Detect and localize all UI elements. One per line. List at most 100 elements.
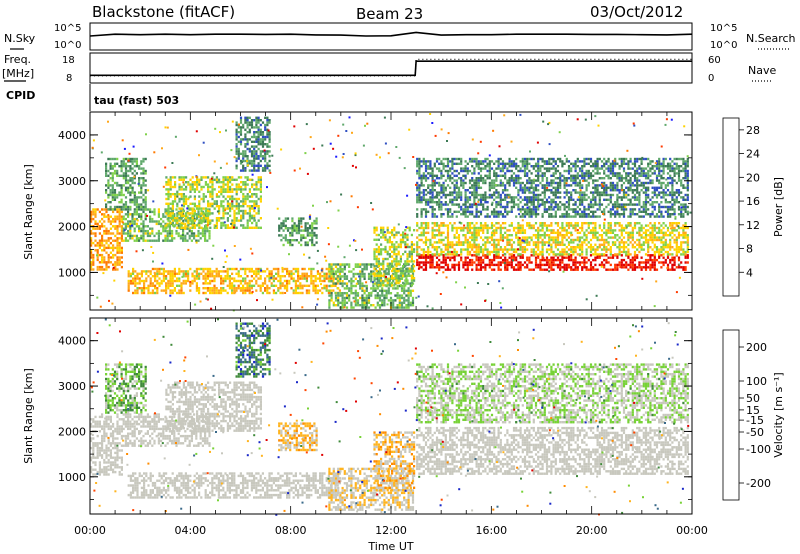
scatter-cell <box>363 306 366 309</box>
scatter-cell <box>211 181 214 184</box>
scatter-cell <box>124 181 128 185</box>
scatter-cell <box>259 143 262 146</box>
scatter-cell <box>460 213 463 216</box>
scatter-cell <box>122 217 125 221</box>
scatter-cell <box>193 181 196 184</box>
scatter-cell <box>310 282 313 285</box>
scatter-cell <box>215 195 218 198</box>
scatter-cell <box>519 226 522 230</box>
scatter-cell <box>323 275 326 278</box>
scatter-cell <box>250 152 254 155</box>
scatter-cell <box>431 198 434 201</box>
scatter-cell <box>431 236 434 239</box>
scatter-cell <box>589 263 593 267</box>
scatter-cell <box>581 241 584 244</box>
scatter-cell <box>198 190 201 193</box>
scatter-cell <box>510 266 513 269</box>
scatter-cell <box>383 296 386 300</box>
scatter-cell <box>211 212 214 215</box>
scatter-cell <box>449 258 452 262</box>
scatter-cell <box>405 289 408 292</box>
scatter-cell <box>118 232 121 235</box>
scatter-cell <box>283 267 286 271</box>
scatter-cell <box>124 232 127 235</box>
scatter-cell <box>257 140 260 143</box>
scatter-cell <box>444 263 447 267</box>
scatter-cell <box>169 212 172 215</box>
scatter-cell <box>468 179 472 182</box>
scatter-cell <box>376 301 379 304</box>
scatter-cell <box>451 160 454 163</box>
scatter-cell <box>666 243 670 246</box>
scatter-cell <box>191 272 194 275</box>
scatter-cell <box>90 237 93 240</box>
scatter-cell <box>420 266 423 269</box>
scatter-cell <box>418 198 421 201</box>
scatter-cell <box>521 224 524 227</box>
scatter-cell <box>642 241 645 244</box>
scatter-cell <box>519 256 522 259</box>
scatter-cell <box>182 200 185 203</box>
scatter-cell <box>215 287 218 290</box>
scatter-cell <box>257 116 260 119</box>
scatter-cell <box>363 301 366 304</box>
scatter-cell <box>155 220 158 223</box>
scatter-cell <box>314 277 317 280</box>
scatter-cell <box>607 268 610 271</box>
scatter-cell <box>373 229 376 232</box>
scatter-cell <box>129 232 132 235</box>
scatter-cell <box>662 222 665 225</box>
scatter-cell <box>120 229 123 233</box>
scatter-cell <box>462 263 465 267</box>
scatter-cell <box>427 191 430 194</box>
scatter-cell <box>261 284 264 287</box>
scatter-cell <box>154 279 157 283</box>
scatter-cell <box>552 236 555 239</box>
scatter-cell <box>174 183 177 186</box>
scatter-cell <box>266 287 269 290</box>
scatter-cell <box>112 220 115 223</box>
scatter-cell <box>169 282 172 285</box>
scatter-cell <box>132 267 135 271</box>
scatter-cell <box>166 239 169 242</box>
scatter-cell <box>328 304 331 307</box>
scatter-cell <box>224 226 227 229</box>
scatter-cell <box>202 195 205 198</box>
scatter-cell <box>600 238 604 242</box>
scatter-cell <box>583 261 586 264</box>
scatter-cell <box>453 234 456 237</box>
scatter-cell <box>375 250 378 253</box>
scatter-cell <box>114 265 117 269</box>
scatter-cell <box>180 221 183 225</box>
scatter-cell <box>376 287 379 290</box>
scatter-cell <box>422 177 425 180</box>
scatter-cell <box>107 215 110 218</box>
scatter-cell <box>122 222 125 226</box>
scatter-cell <box>129 193 132 197</box>
scatter-cell <box>198 275 201 278</box>
scatter-cell <box>653 226 656 230</box>
scatter-cell <box>122 239 125 242</box>
scatter-cell <box>471 186 474 189</box>
scatter-cell <box>543 241 546 244</box>
scatter-cell <box>490 224 494 227</box>
scatter-cell <box>561 261 564 264</box>
scatter-cell <box>233 212 236 215</box>
scatter-cell <box>231 188 234 191</box>
scatter-cell <box>404 284 407 287</box>
scatter-cell <box>255 140 258 143</box>
scatter-cell <box>107 193 110 197</box>
scatter-cell <box>233 267 236 271</box>
scatter-cell <box>116 217 119 221</box>
scatter-cell <box>539 224 542 227</box>
scatter-cell <box>537 231 540 234</box>
scatter-cell <box>189 282 192 285</box>
scatter-cell <box>96 222 99 226</box>
scatter-cell <box>184 270 187 273</box>
scatter-cell <box>686 250 689 254</box>
scatter-cell <box>508 261 511 264</box>
scatter-cell <box>501 226 505 230</box>
scatter-cell <box>295 239 298 242</box>
scatter-cell <box>167 284 170 287</box>
scatter-cell <box>313 243 316 247</box>
